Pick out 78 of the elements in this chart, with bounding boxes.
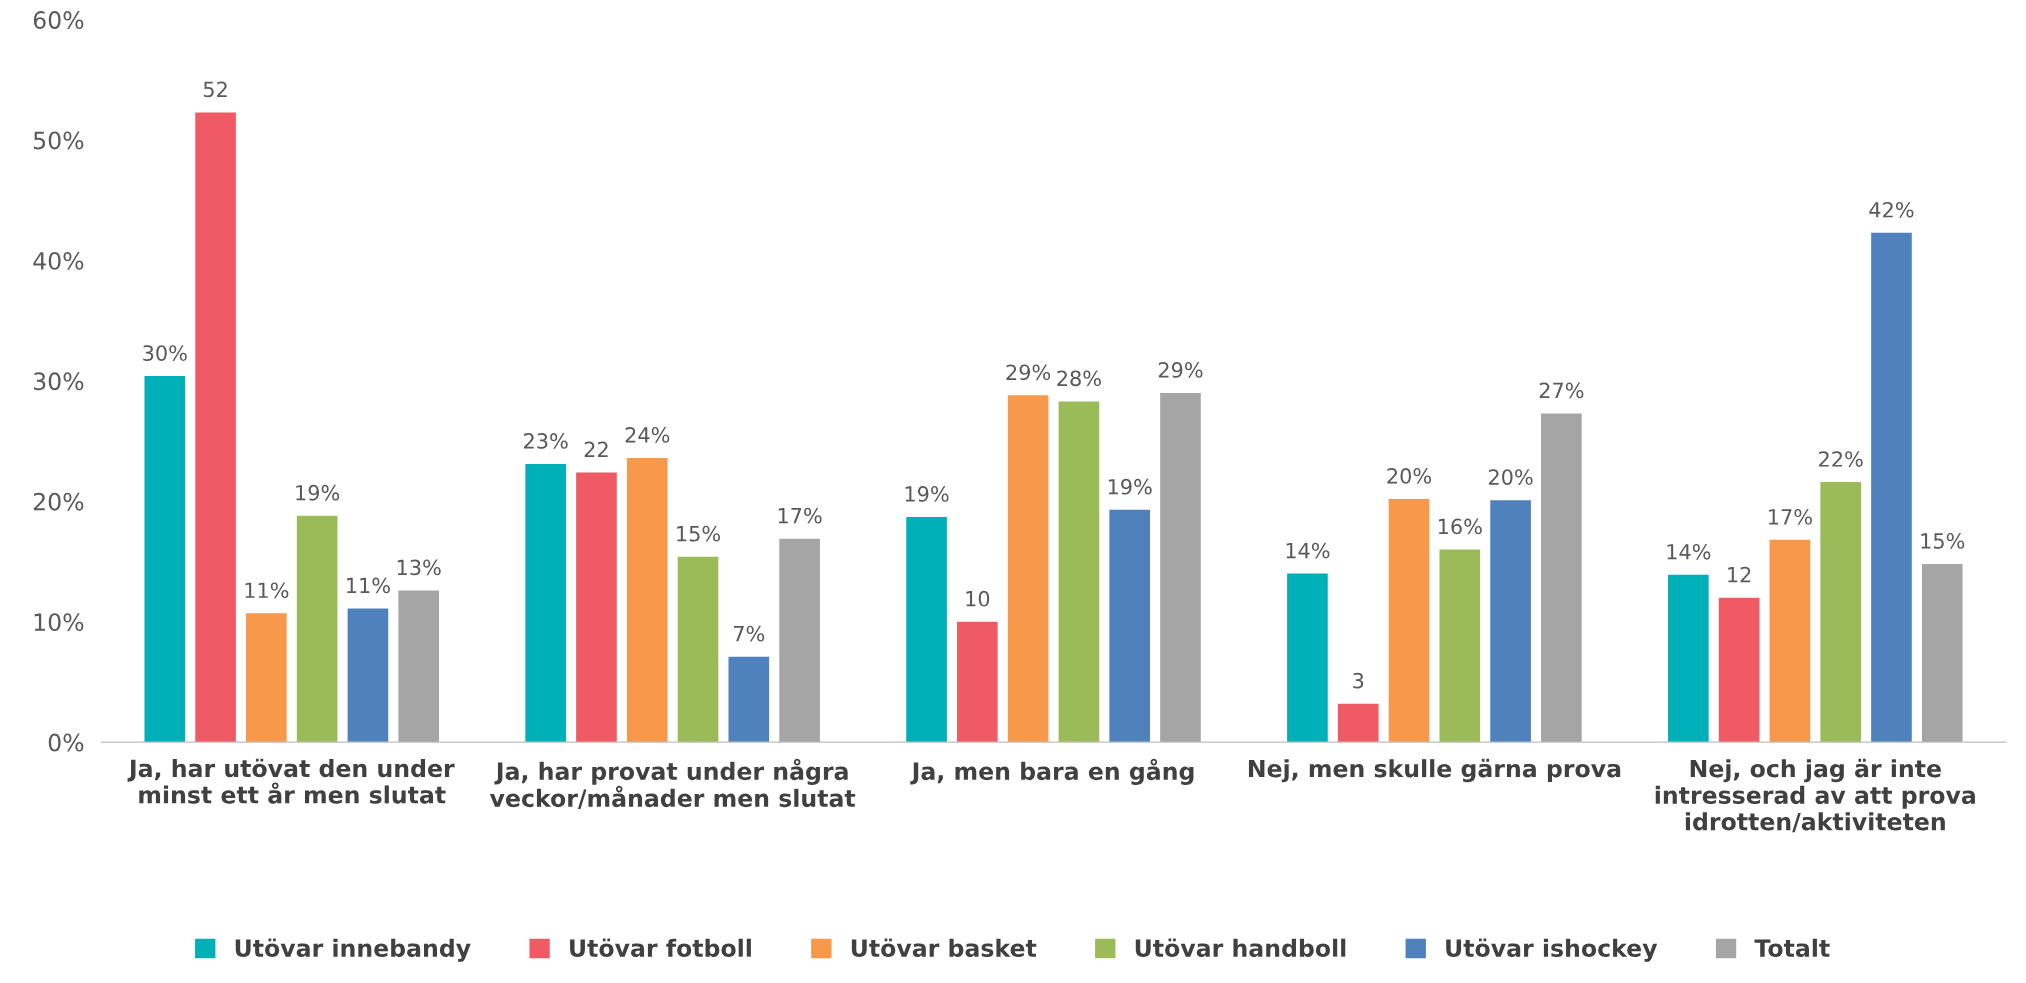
legend-label: Utövar innebandy — [235, 938, 471, 962]
bar — [246, 613, 287, 743]
legend-label: Utövar basket — [851, 938, 1037, 957]
bar — [347, 608, 389, 743]
bar — [1668, 574, 1709, 743]
bar — [1769, 539, 1811, 743]
data-label: 14% — [1286, 542, 1330, 559]
y-tick-label: 30% — [33, 372, 84, 391]
data-label: 12 — [1728, 566, 1751, 583]
bar — [1109, 509, 1151, 743]
bar — [1337, 703, 1379, 743]
y-tick-label: 40% — [33, 251, 84, 270]
bar — [779, 538, 820, 743]
data-label: 14% — [1667, 543, 1711, 560]
x-tick-label: Ja, men bara en gång — [910, 758, 1194, 785]
data-label: 28% — [1057, 370, 1101, 387]
bar — [144, 376, 186, 743]
data-label: 22% — [1819, 451, 1863, 467]
data-label: 23% — [524, 433, 568, 449]
bar — [1921, 563, 1963, 743]
data-label: 16% — [1438, 518, 1482, 535]
data-label: 17% — [778, 507, 822, 524]
bar — [1007, 395, 1049, 743]
legend-label: Utövar ishockey — [1446, 938, 1658, 962]
x-tick-label: Nej, men skulle gärna prova — [1248, 758, 1621, 783]
legend-label: Utövar handboll — [1135, 938, 1346, 957]
data-label: 17% — [1769, 508, 1812, 525]
legend-label: Totalt — [1754, 938, 1830, 957]
data-label: 27% — [1539, 382, 1584, 399]
y-tick-label: 10% — [34, 613, 84, 632]
data-label: 29% — [1158, 362, 1203, 378]
bar — [1388, 498, 1430, 743]
data-label: 10 — [966, 590, 990, 607]
bar — [728, 656, 770, 743]
bar — [1160, 392, 1201, 743]
legend-label: Utövar fotboll — [570, 938, 751, 957]
data-label: 15% — [677, 525, 721, 542]
data-label: 20% — [1488, 469, 1533, 485]
bar — [626, 457, 668, 743]
data-label: 24% — [625, 427, 670, 443]
bar — [1287, 573, 1328, 743]
data-label: 13% — [397, 559, 441, 576]
data-label: 19% — [296, 484, 340, 501]
x-tick-label: Ja, har provat under några veckor/månader men slutat — [489, 758, 856, 809]
y-tick-label: 20% — [33, 492, 84, 511]
bar — [1058, 401, 1100, 743]
data-label: 19% — [905, 486, 949, 502]
bar — [1820, 482, 1861, 743]
data-label: 20% — [1387, 468, 1432, 484]
x-tick-label: Ja, har utövat den under minst ett år men slutat — [127, 758, 455, 804]
bar — [1439, 549, 1481, 743]
y-tick-label: 60% — [33, 11, 84, 29]
data-label: 3 — [1353, 672, 1364, 689]
bar — [296, 515, 338, 743]
data-label: 19% — [1108, 478, 1152, 495]
x-tick-label: Nej, och jag är inte intresserad av att prova idrotten/aktiviteten — [1655, 758, 1975, 833]
bar — [1871, 232, 1912, 743]
y-tick-label: 0% — [48, 733, 84, 752]
bar — [1490, 500, 1531, 743]
data-label: 30% — [143, 345, 187, 361]
bar — [525, 464, 566, 743]
data-label: 52 — [203, 81, 227, 98]
bar — [195, 112, 236, 743]
data-label: 11% — [245, 582, 289, 599]
bar — [1541, 413, 1582, 743]
bar — [957, 621, 998, 743]
bar — [1718, 597, 1760, 743]
bar — [677, 556, 719, 743]
y-tick-label: 50% — [33, 131, 84, 150]
data-label: 29% — [1006, 364, 1051, 381]
data-label: 42% — [1869, 201, 1914, 218]
bar — [906, 516, 947, 743]
data-label: 22 — [584, 441, 608, 457]
bar — [576, 472, 617, 743]
bar — [398, 590, 440, 743]
data-label: 15% — [1921, 533, 1965, 549]
data-label: 11% — [347, 577, 390, 594]
data-label: 7% — [733, 625, 765, 642]
